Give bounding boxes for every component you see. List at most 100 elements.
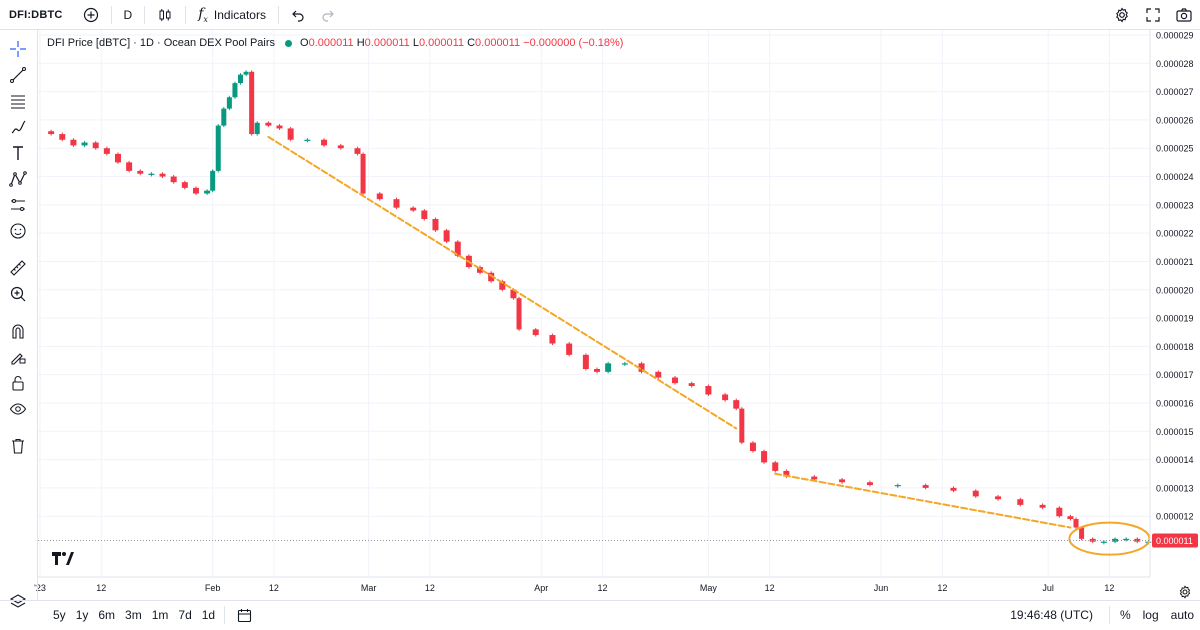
candle-body: [749, 442, 756, 452]
trend-line-icon[interactable]: [7, 64, 29, 86]
y-tick-label: 0.000023: [1156, 200, 1194, 210]
lock-icon[interactable]: [7, 372, 29, 394]
candle-body: [582, 354, 589, 370]
percent-scale-toggle[interactable]: %: [1119, 608, 1131, 622]
candle-body: [70, 139, 77, 146]
tradingview-logo[interactable]: [50, 548, 74, 568]
candle-body: [839, 479, 846, 483]
bottom-toolbar: 5y 1y 6m 3m 1m 7d 1d 19:46:48 (UTC) % log auto: [0, 600, 1200, 629]
range-button-1d[interactable]: 1d: [201, 608, 216, 622]
candle-body: [181, 182, 188, 188]
range-button-1y[interactable]: 1y: [75, 608, 89, 622]
lock-drawing-icon[interactable]: [7, 346, 29, 368]
candle-body: [354, 148, 361, 154]
candle-body: [733, 400, 740, 409]
prediction-icon[interactable]: [7, 194, 29, 216]
indicators-label: Indicators: [213, 7, 266, 22]
snapshot-button[interactable]: [1168, 0, 1200, 29]
y-tick-label: 0.000022: [1156, 229, 1194, 239]
price-axis[interactable]: 0.000029 0.000028 0.000027 0.000026 0.000025…: [1149, 30, 1194, 577]
candle-body: [1100, 541, 1107, 543]
candle-body: [688, 383, 695, 386]
smiley-icon[interactable]: [7, 220, 29, 242]
candle-body: [638, 363, 645, 372]
x-tick-label: 12: [269, 583, 279, 593]
range-button-6m[interactable]: 6m: [98, 608, 116, 622]
time-axis[interactable]: '23 12 Feb 12 Mar 12 Apr 12 May 12 Jun 12 Jul 12: [34, 576, 1150, 593]
ruler-icon[interactable]: [7, 257, 29, 279]
zoom-in-icon[interactable]: [7, 283, 29, 305]
candle-body: [226, 97, 232, 109]
legend-close-label: C: [467, 37, 476, 49]
candle-body: [321, 139, 328, 146]
compare-symbol-button[interactable]: [75, 0, 107, 29]
candle-body: [454, 241, 461, 256]
candle-body: [783, 470, 790, 477]
interval-button[interactable]: D: [123, 7, 133, 22]
fullscreen-icon: [1146, 7, 1160, 22]
eye-icon[interactable]: [7, 398, 29, 420]
layers-icon[interactable]: [7, 591, 29, 613]
y-tick-label: 0.000027: [1156, 87, 1194, 97]
crosshair-icon[interactable]: [7, 38, 29, 60]
candle-body: [499, 281, 506, 290]
redo-button[interactable]: [313, 0, 343, 29]
grid: [38, 30, 1150, 577]
chart-type-button[interactable]: [149, 0, 181, 29]
indicators-button[interactable]: fx Indicators: [190, 0, 274, 29]
y-tick-label: 0.000019: [1156, 314, 1194, 324]
candle-body: [894, 485, 901, 487]
x-tick-label: 12: [937, 583, 947, 593]
candle-body: [148, 173, 155, 175]
candle-body: [92, 142, 99, 149]
auto-scale-toggle[interactable]: auto: [1170, 608, 1194, 622]
candle-body: [866, 482, 873, 486]
text-icon[interactable]: [7, 142, 29, 164]
range-button-5y[interactable]: 5y: [53, 608, 66, 622]
symbol-search-button[interactable]: DFI:DBTC: [9, 8, 63, 21]
redo-icon: [322, 10, 334, 22]
pattern-icon[interactable]: [7, 168, 29, 190]
brush-icon[interactable]: [7, 116, 29, 138]
trash-icon[interactable]: [7, 435, 29, 457]
candle-body: [594, 369, 600, 372]
y-tick-label: 0.000013: [1156, 483, 1194, 493]
candle-body: [170, 176, 177, 183]
legend-title[interactable]: DFI Price [dBTC] · 1D · Ocean DEX Pool P…: [47, 37, 276, 49]
candle-body: [192, 187, 199, 194]
candle-body: [393, 199, 400, 208]
undo-button[interactable]: [283, 0, 313, 29]
magnet-icon[interactable]: [7, 320, 29, 342]
candle-body: [516, 298, 522, 330]
market-status-icon: [285, 39, 293, 47]
candle-body: [114, 153, 121, 163]
fullscreen-button[interactable]: [1138, 0, 1168, 29]
fib-retracement-icon[interactable]: [7, 90, 29, 112]
candle-body: [232, 83, 238, 98]
x-tick-label: 12: [96, 583, 106, 593]
log-scale-toggle[interactable]: log: [1142, 608, 1159, 622]
candle-body: [705, 385, 712, 395]
go-to-date-button[interactable]: [229, 601, 260, 630]
axis-settings-button[interactable]: [1178, 585, 1192, 599]
range-button-3m[interactable]: 3m: [125, 608, 142, 622]
candle-body: [510, 289, 517, 299]
x-tick-label: Apr: [534, 583, 548, 593]
candle-body: [103, 148, 110, 154]
trend-line[interactable]: [774, 472, 1072, 529]
candle-body: [443, 230, 450, 242]
undo-icon: [292, 10, 304, 22]
settings-button[interactable]: [1106, 0, 1138, 29]
candle-body: [655, 371, 662, 378]
toolbar-right: [1106, 0, 1200, 29]
range-button-7d[interactable]: 7d: [178, 608, 192, 622]
x-tick-label: Jun: [874, 583, 889, 593]
highlight-ellipse[interactable]: [1068, 521, 1151, 556]
x-tick-label: Mar: [361, 583, 377, 593]
range-button-1m[interactable]: 1m: [151, 608, 169, 622]
candle-body: [159, 173, 166, 177]
timezone-clock[interactable]: 19:46:48 (UTC): [1010, 608, 1093, 622]
trend-line[interactable]: [267, 135, 738, 430]
candle-body: [1067, 516, 1074, 520]
